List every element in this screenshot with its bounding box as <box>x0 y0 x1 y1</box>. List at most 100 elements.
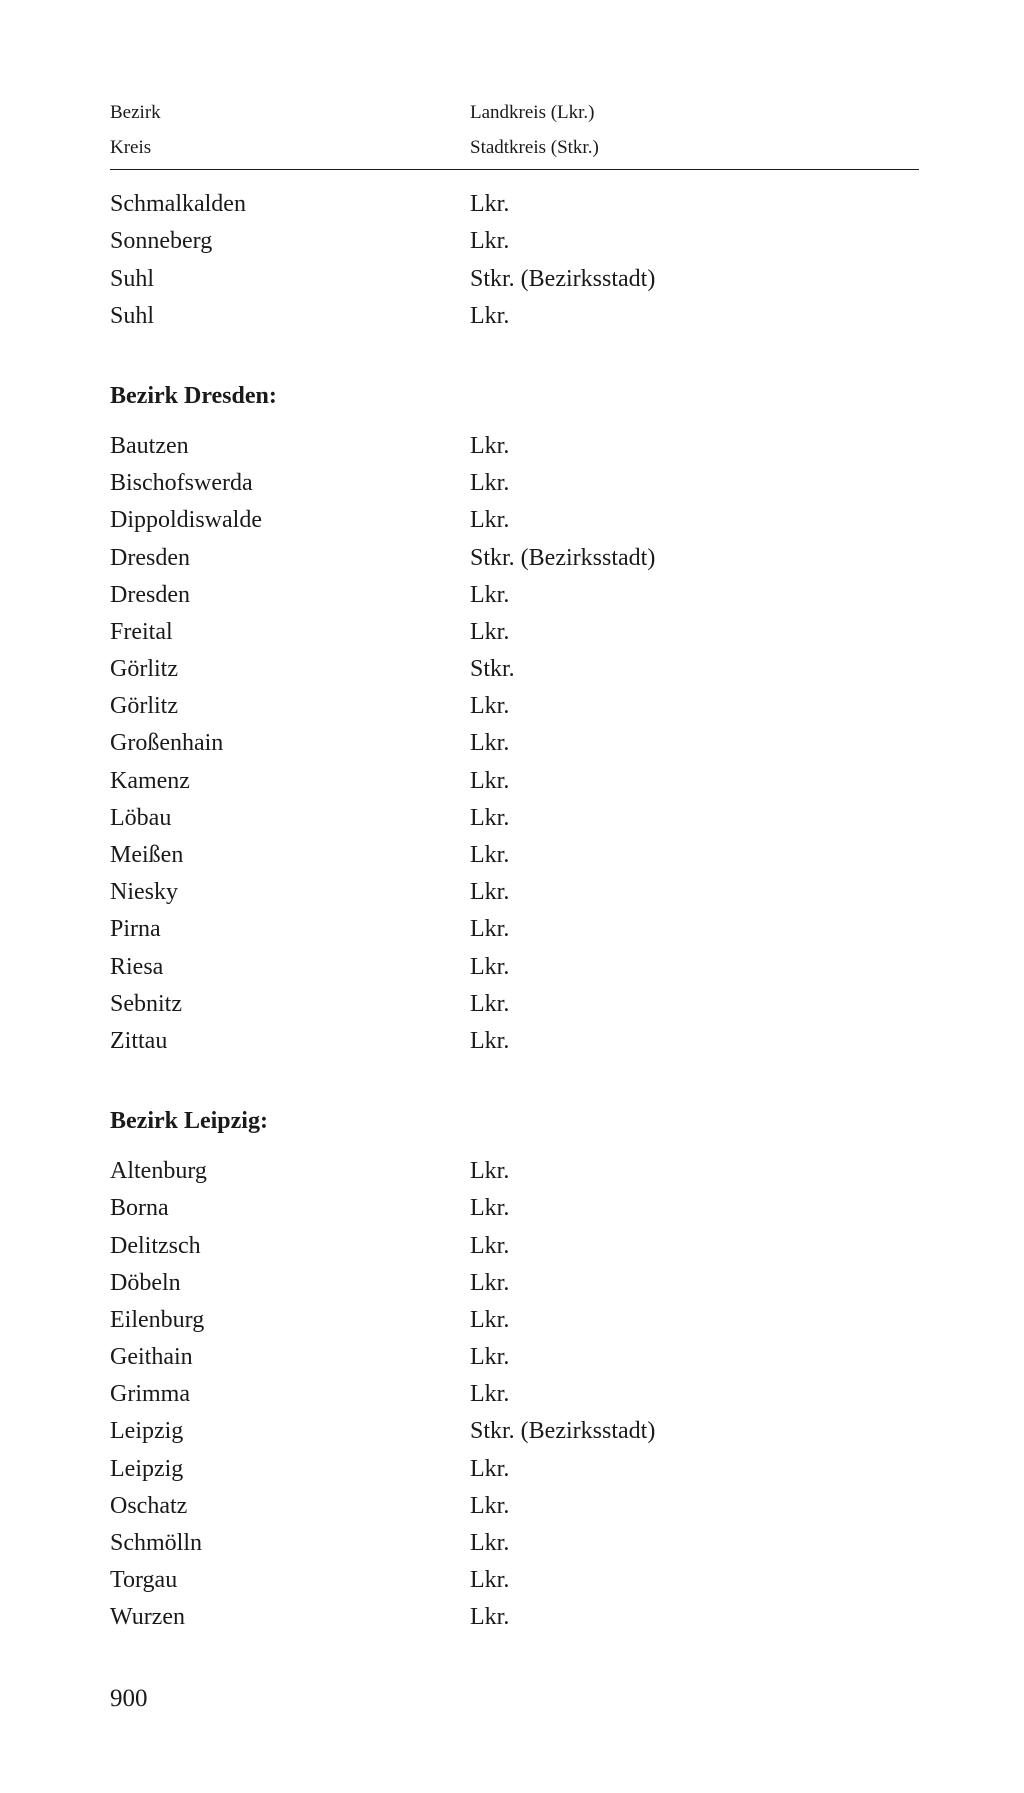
kreis-type: Lkr. <box>470 1488 919 1525</box>
kreis-name: Borna <box>110 1190 470 1227</box>
table-row: NieskyLkr. <box>110 874 919 911</box>
kreis-type: Lkr. <box>470 1562 919 1599</box>
header-right-line1: Landkreis (Lkr.) <box>470 100 919 127</box>
table-row: FreitalLkr. <box>110 614 919 651</box>
kreis-type: Lkr. <box>470 577 919 614</box>
table-row: LeipzigStkr. (Bezirksstadt) <box>110 1413 919 1450</box>
table-row: GroßenhainLkr. <box>110 725 919 762</box>
section-title: Bezirk Dresden: <box>110 383 919 410</box>
table-header: Bezirk Landkreis (Lkr.) Kreis Stadtkreis… <box>110 100 919 161</box>
table-row: ZittauLkr. <box>110 1023 919 1060</box>
kreis-type: Lkr. <box>470 223 919 260</box>
kreis-type: Lkr. <box>470 800 919 837</box>
header-divider <box>110 169 919 170</box>
kreis-name: Döbeln <box>110 1265 470 1302</box>
kreis-name: Schmalkalden <box>110 186 470 223</box>
table-row: OschatzLkr. <box>110 1488 919 1525</box>
kreis-name: Zittau <box>110 1023 470 1060</box>
kreis-type: Lkr. <box>470 1228 919 1265</box>
kreis-type: Lkr. <box>470 298 919 335</box>
table-row: LeipzigLkr. <box>110 1451 919 1488</box>
table-row: SuhlLkr. <box>110 298 919 335</box>
table-row: RiesaLkr. <box>110 949 919 986</box>
section: SchmalkaldenLkr.SonnebergLkr.SuhlStkr. (… <box>110 186 919 335</box>
section-title: Bezirk Leipzig: <box>110 1108 919 1135</box>
table-row: EilenburgLkr. <box>110 1302 919 1339</box>
kreis-type: Lkr. <box>470 428 919 465</box>
table-row: SchmalkaldenLkr. <box>110 186 919 223</box>
kreis-name: Sonneberg <box>110 223 470 260</box>
kreis-name: Leipzig <box>110 1451 470 1488</box>
table-row: BautzenLkr. <box>110 428 919 465</box>
kreis-name: Schmölln <box>110 1525 470 1562</box>
sections-container: SchmalkaldenLkr.SonnebergLkr.SuhlStkr. (… <box>110 186 919 1636</box>
table-row: GörlitzLkr. <box>110 688 919 725</box>
kreis-name: Altenburg <box>110 1153 470 1190</box>
table-row: GeithainLkr. <box>110 1339 919 1376</box>
table-row: GörlitzStkr. <box>110 651 919 688</box>
table-row: DöbelnLkr. <box>110 1265 919 1302</box>
kreis-type: Lkr. <box>470 1302 919 1339</box>
kreis-type: Lkr. <box>470 1265 919 1302</box>
kreis-name: Delitzsch <box>110 1228 470 1265</box>
kreis-type: Lkr. <box>470 1599 919 1636</box>
kreis-name: Pirna <box>110 911 470 948</box>
kreis-name: Geithain <box>110 1339 470 1376</box>
kreis-name: Torgau <box>110 1562 470 1599</box>
kreis-name: Suhl <box>110 298 470 335</box>
page-number: 900 <box>110 1685 919 1713</box>
kreis-name: Dresden <box>110 577 470 614</box>
section: Bezirk Dresden:BautzenLkr.BischofswerdaL… <box>110 383 919 1060</box>
table-row: DresdenStkr. (Bezirksstadt) <box>110 540 919 577</box>
table-row: LöbauLkr. <box>110 800 919 837</box>
kreis-type: Stkr. <box>470 651 919 688</box>
header-left-line1: Bezirk <box>110 100 470 127</box>
table-row: KamenzLkr. <box>110 763 919 800</box>
table-row: DippoldiswaldeLkr. <box>110 502 919 539</box>
table-row: DresdenLkr. <box>110 577 919 614</box>
kreis-name: Freital <box>110 614 470 651</box>
section: Bezirk Leipzig:AltenburgLkr.BornaLkr.Del… <box>110 1108 919 1636</box>
kreis-type: Lkr. <box>470 688 919 725</box>
kreis-type: Stkr. (Bezirksstadt) <box>470 1413 919 1450</box>
kreis-type: Lkr. <box>470 1153 919 1190</box>
kreis-name: Leipzig <box>110 1413 470 1450</box>
table-row: SonnebergLkr. <box>110 223 919 260</box>
kreis-name: Riesa <box>110 949 470 986</box>
table-row: WurzenLkr. <box>110 1599 919 1636</box>
kreis-type: Lkr. <box>470 1451 919 1488</box>
kreis-type: Stkr. (Bezirksstadt) <box>470 261 919 298</box>
kreis-type: Lkr. <box>470 502 919 539</box>
kreis-type: Lkr. <box>470 186 919 223</box>
kreis-name: Oschatz <box>110 1488 470 1525</box>
kreis-name: Grimma <box>110 1376 470 1413</box>
kreis-name: Bautzen <box>110 428 470 465</box>
kreis-name: Großenhain <box>110 725 470 762</box>
kreis-type: Lkr. <box>470 911 919 948</box>
kreis-name: Löbau <box>110 800 470 837</box>
kreis-name: Eilenburg <box>110 1302 470 1339</box>
kreis-type: Lkr. <box>470 837 919 874</box>
table-row: SchmöllnLkr. <box>110 1525 919 1562</box>
table-row: BornaLkr. <box>110 1190 919 1227</box>
table-row: PirnaLkr. <box>110 911 919 948</box>
kreis-type: Lkr. <box>470 1376 919 1413</box>
kreis-type: Lkr. <box>470 949 919 986</box>
kreis-type: Lkr. <box>470 763 919 800</box>
kreis-type: Lkr. <box>470 465 919 502</box>
kreis-name: Dippoldiswalde <box>110 502 470 539</box>
table-row: BischofswerdaLkr. <box>110 465 919 502</box>
kreis-name: Görlitz <box>110 651 470 688</box>
kreis-name: Bischofswerda <box>110 465 470 502</box>
kreis-name: Suhl <box>110 261 470 298</box>
kreis-type: Lkr. <box>470 1525 919 1562</box>
kreis-type: Lkr. <box>470 1190 919 1227</box>
kreis-type: Lkr. <box>470 725 919 762</box>
table-row: GrimmaLkr. <box>110 1376 919 1413</box>
table-row: DelitzschLkr. <box>110 1228 919 1265</box>
kreis-type: Stkr. (Bezirksstadt) <box>470 540 919 577</box>
kreis-name: Görlitz <box>110 688 470 725</box>
table-row: MeißenLkr. <box>110 837 919 874</box>
header-right-line2: Stadtkreis (Stkr.) <box>470 135 919 162</box>
kreis-type: Lkr. <box>470 1023 919 1060</box>
